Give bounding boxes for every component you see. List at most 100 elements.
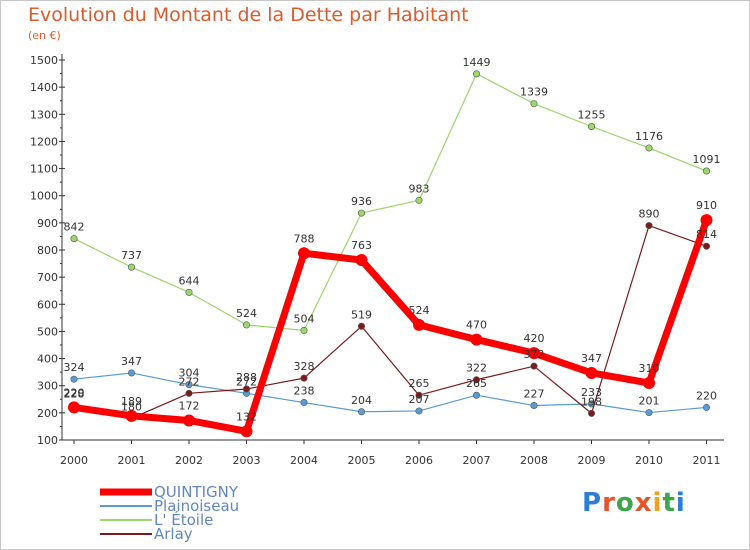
data-label-arlay: 890	[639, 208, 660, 221]
data-point-quintigny	[528, 347, 540, 360]
data-point-plainoiseau	[472, 391, 480, 399]
data-label-arlay: 814	[696, 228, 717, 241]
data-label-plainoiseau: 265	[466, 377, 487, 390]
x-tick-label: 2005	[348, 454, 376, 467]
data-point-quintigny	[183, 414, 195, 427]
chart-unit: (en €)	[28, 29, 61, 42]
y-tick-label: 400	[37, 353, 58, 366]
data-point-arlay	[243, 385, 251, 393]
series-plainoiseau	[70, 369, 710, 417]
series-line-plainoiseau	[73, 372, 708, 414]
x-tick-label: 2009	[578, 454, 606, 467]
data-label-quintigny: 524	[409, 304, 430, 317]
data-label-l-toile: 1339	[520, 86, 548, 99]
data-label-plainoiseau: 201	[639, 395, 660, 408]
data-point-quintigny	[68, 401, 80, 414]
y-tick-label: 1000	[30, 190, 58, 203]
x-tick-label: 2001	[118, 454, 146, 467]
legend-item-quintigny: QUINTIGNY	[100, 483, 239, 501]
logo-letter: o	[615, 488, 635, 518]
data-point-l-toile	[128, 263, 136, 271]
chart-title: Evolution du Montant de la Dette par Hab…	[28, 4, 469, 26]
data-label-quintigny: 763	[351, 239, 372, 252]
y-tick-label: 1500	[30, 54, 58, 67]
data-point-plainoiseau	[128, 369, 136, 377]
data-label-quintigny: 420	[524, 332, 545, 345]
data-label-arlay: 328	[294, 360, 315, 373]
y-tick-label: 1400	[30, 81, 58, 94]
data-label-l-toile: 737	[121, 249, 142, 262]
data-label-arlay: 272	[179, 375, 200, 388]
x-tick-label: 2000	[60, 454, 88, 467]
data-point-arlay	[472, 376, 480, 384]
data-label-quintigny: 910	[696, 199, 717, 212]
data-label-plainoiseau: 304	[179, 367, 200, 380]
data-label-plainoiseau: 207	[409, 393, 430, 406]
data-label-l-toile: 504	[294, 312, 315, 325]
data-label-l-toile: 1449	[463, 56, 491, 69]
data-point-quintigny	[355, 254, 368, 267]
legend-label-quintigny: QUINTIGNY	[154, 483, 239, 501]
logo-letter: r	[602, 488, 616, 518]
data-label-l-toile: 936	[351, 195, 372, 208]
data-point-plainoiseau	[702, 403, 710, 411]
data-point-l-toile	[185, 288, 193, 296]
series-layer	[68, 70, 713, 438]
y-tick-label: 300	[37, 380, 58, 393]
legend-label-l-toile: L' Étoile	[154, 510, 213, 529]
data-point-arlay	[530, 362, 538, 370]
data-point-arlay	[415, 391, 423, 399]
data-point-quintigny	[298, 247, 310, 260]
data-point-quintigny	[470, 333, 483, 346]
data-label-quintigny: 189	[121, 395, 142, 408]
data-label-plainoiseau: 233	[581, 386, 602, 399]
data-point-arlay	[645, 222, 653, 230]
y-tick-label: 900	[37, 217, 58, 230]
data-point-plainoiseau	[70, 375, 78, 383]
data-label-l-toile: 842	[64, 221, 85, 234]
data-label-arlay: 372	[524, 348, 545, 361]
data-point-plainoiseau	[185, 381, 193, 389]
data-point-plainoiseau	[300, 399, 308, 407]
chart-axes: 100 200 300 400 500 600 700 800 900 1000 1100 1200 1…	[30, 54, 724, 467]
series-quintigny	[68, 214, 713, 438]
y-tick-label: 100	[37, 434, 58, 447]
data-label-arlay: 198	[581, 395, 602, 408]
legend-item-plainoiseau: Plainoiseau	[100, 497, 239, 515]
data-label-l-toile: 1091	[693, 153, 721, 166]
data-label-quintigny: 310	[639, 362, 660, 375]
legend-item-arlay: Arlay	[100, 525, 193, 543]
x-tick-label: 2004	[290, 454, 318, 467]
legend-label-arlay: Arlay	[154, 525, 193, 543]
data-point-quintigny	[240, 425, 253, 438]
x-tick-label: 2003	[233, 454, 261, 467]
logo-letter: i	[652, 488, 663, 518]
data-point-quintigny	[413, 318, 425, 331]
data-point-l-toile	[243, 321, 251, 329]
y-tick-label: 200	[37, 407, 58, 420]
y-tick-label: 1300	[30, 108, 58, 121]
data-label-l-toile: 983	[409, 182, 430, 195]
series-arlay	[70, 222, 710, 422]
logo-letter: x	[634, 488, 653, 518]
data-point-l-toile	[472, 70, 480, 78]
series-line-arlay	[73, 224, 708, 419]
x-tick-label: 2002	[175, 454, 203, 467]
data-point-quintigny	[643, 377, 655, 389]
x-tick-label: 2010	[635, 454, 663, 467]
data-point-arlay	[185, 389, 193, 397]
data-point-plainoiseau	[645, 409, 653, 417]
data-label-quintigny: 132	[236, 410, 257, 423]
data-point-quintigny	[585, 366, 598, 379]
data-label-quintigny: 220	[64, 386, 85, 399]
data-point-quintigny	[700, 214, 713, 227]
x-tick-label: 2011	[693, 454, 721, 467]
data-label-plainoiseau: 272	[236, 375, 257, 388]
y-tick-label: 1100	[30, 163, 58, 176]
data-label-quintigny: 470	[466, 319, 487, 332]
y-tick-label: 800	[37, 244, 58, 257]
data-point-l-toile	[357, 209, 365, 217]
